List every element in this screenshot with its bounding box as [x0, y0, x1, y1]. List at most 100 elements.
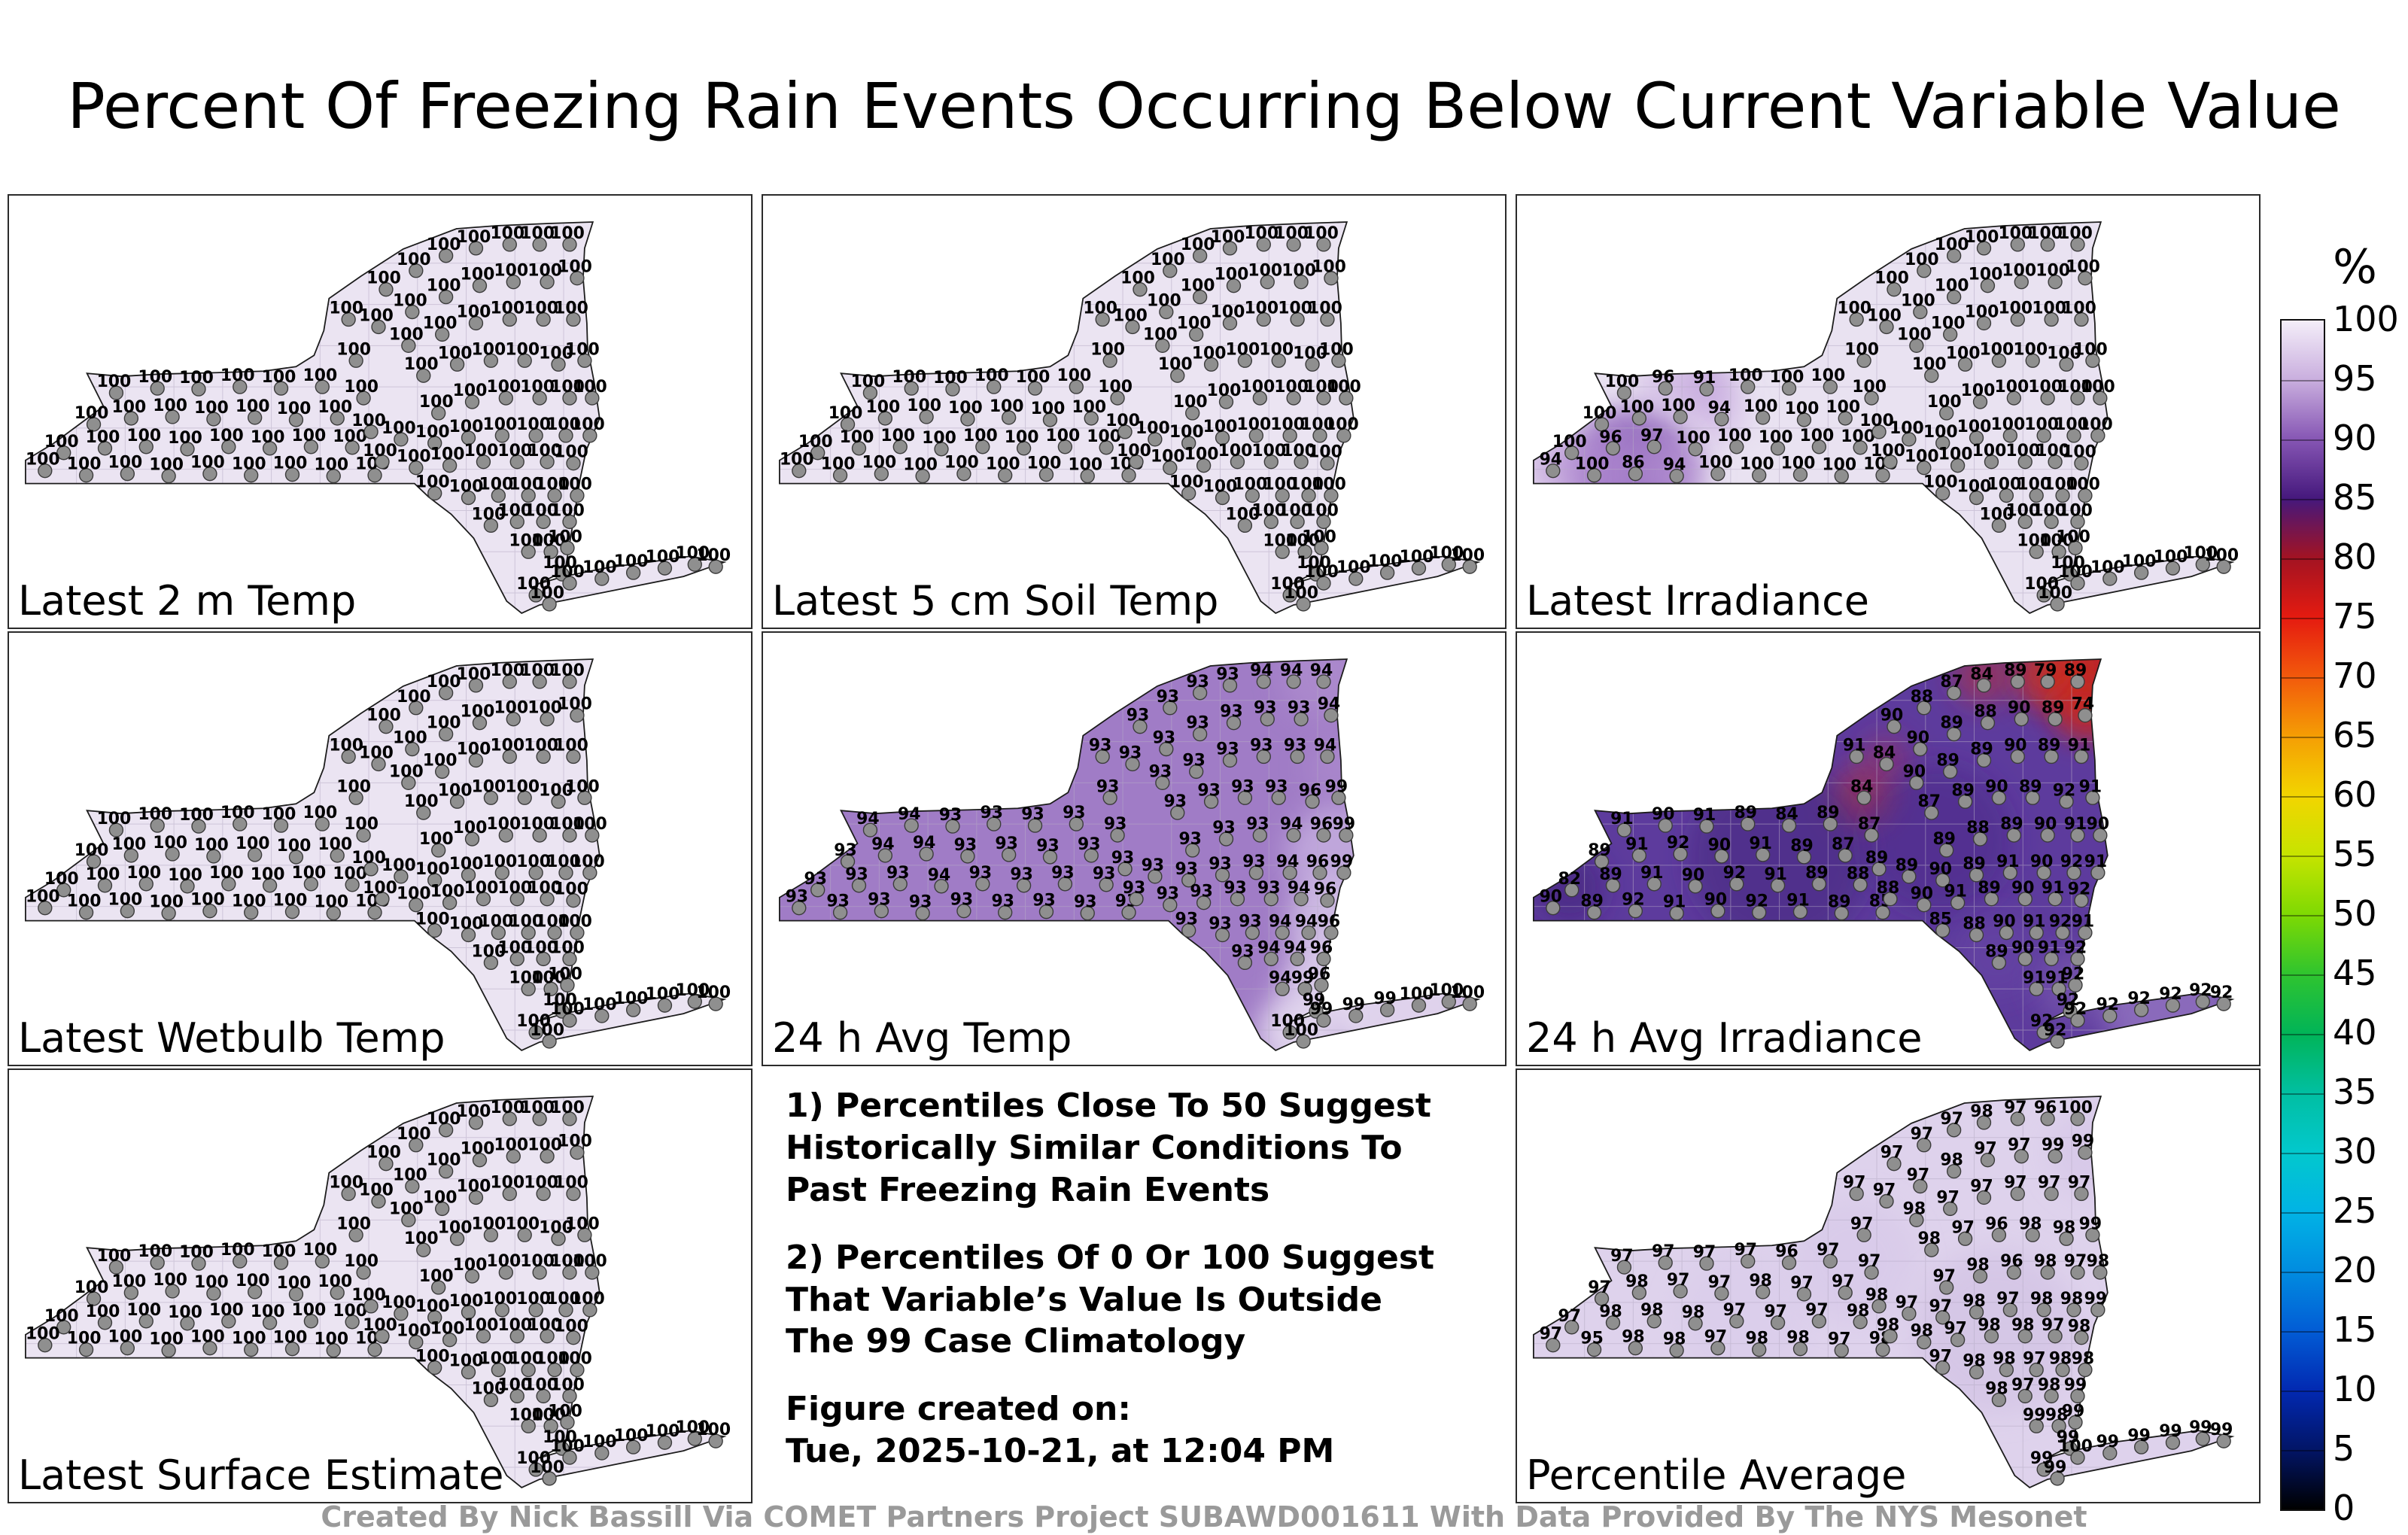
station-value: 100 [397, 688, 431, 707]
station-value: 100 [366, 707, 401, 725]
station-value: 100 [404, 792, 439, 811]
station-marker [956, 904, 971, 919]
station-value: 100 [67, 892, 102, 911]
station-marker [1605, 441, 1621, 456]
station-value: 100 [543, 554, 577, 573]
station-marker [1324, 708, 1339, 723]
colorbar-tick [2282, 1391, 2324, 1392]
station-value: 100 [548, 965, 582, 983]
station-marker [2070, 1265, 2085, 1280]
station-value: 94 [1257, 938, 1281, 957]
station-marker [348, 353, 363, 368]
station-value: 100 [1297, 554, 1331, 573]
station-marker [1348, 1008, 1364, 1023]
station-value: 94 [1280, 661, 1303, 680]
station-marker [657, 561, 673, 576]
station-value: 93 [1182, 751, 1206, 770]
station-value: 100 [570, 853, 605, 871]
station-value: 89 [2038, 737, 2061, 755]
station-marker [1796, 850, 1812, 865]
station-value: 100 [516, 1290, 551, 1309]
station-value: 96 [2000, 1252, 2023, 1271]
station-marker [1290, 951, 1305, 967]
station-marker [2070, 237, 2085, 252]
station-marker [2006, 828, 2021, 843]
station-value: 100 [535, 1350, 570, 1369]
station-value: 100 [333, 427, 367, 446]
station-marker [1902, 1306, 1917, 1321]
station-marker [1316, 514, 1331, 530]
station-value: 100 [1270, 415, 1305, 434]
station-marker [438, 685, 454, 701]
station-marker [1917, 460, 1932, 476]
station-value: 99 [2189, 1418, 2212, 1437]
station-marker [150, 381, 165, 396]
station-value: 100 [675, 981, 710, 1000]
station-value: 100 [382, 419, 416, 438]
station-marker [892, 877, 908, 892]
station-marker [1969, 490, 1984, 506]
station-value: 91 [2042, 879, 2065, 898]
station-marker [1297, 544, 1312, 559]
station-value: 93 [886, 864, 910, 883]
station-marker [244, 467, 259, 483]
station-marker [2165, 998, 2181, 1013]
station-value: 100 [1927, 393, 1962, 412]
station-value: 91 [1786, 892, 1810, 910]
station-value: 91 [1944, 883, 1967, 901]
station-value: 100 [1844, 340, 1879, 359]
station-value: 93 [1212, 819, 1236, 837]
station-value: 100 [366, 269, 401, 288]
station-value: 94 [1540, 451, 1562, 470]
station-value: 100 [840, 428, 874, 447]
station-value: 100 [1270, 575, 1305, 594]
station-marker [1631, 1285, 1647, 1300]
station-value: 100 [490, 299, 524, 318]
station-value: 100 [2183, 544, 2218, 563]
station-marker [2014, 712, 2029, 727]
station-value: 93 [1096, 777, 1120, 796]
station-value: 100 [1998, 224, 2033, 243]
station-marker [468, 241, 484, 256]
station-marker [38, 464, 53, 479]
station-marker [570, 708, 585, 723]
station-marker [551, 794, 566, 809]
station-value: 100 [1143, 325, 1178, 344]
station-marker [1252, 391, 1267, 406]
station-marker [1245, 488, 1260, 503]
station-marker [2029, 1362, 2044, 1378]
station-marker [1770, 441, 1786, 456]
station-marker [1095, 749, 1110, 764]
station-value: 98 [2072, 1350, 2095, 1369]
station-marker [394, 1306, 409, 1321]
station-marker [491, 488, 506, 503]
station-value: 100 [554, 1318, 588, 1336]
station-value: 100 [531, 1406, 566, 1424]
station-value: 100 [520, 1252, 555, 1271]
station-value: 100 [486, 1252, 521, 1271]
colorbar-unit-label: % [2333, 239, 2377, 294]
station-value: 91 [1625, 835, 1649, 854]
station-value: 93 [1288, 699, 1311, 718]
station-value: 100 [168, 866, 202, 885]
station-marker [1605, 1315, 1621, 1330]
station-marker [585, 1265, 600, 1280]
station-marker [1192, 289, 1208, 305]
station-value: 100 [1098, 378, 1133, 397]
station-value: 97 [2004, 1174, 2027, 1193]
station-marker [1913, 741, 1928, 757]
panel-label: 24 h Avg Temp [772, 1014, 1072, 1062]
station-marker [86, 1291, 102, 1306]
station-value: 100 [479, 476, 514, 494]
station-value: 100 [1083, 299, 1117, 318]
station-value: 100 [1068, 456, 1102, 475]
note-paragraph-2: 2) Percentiles Of 0 Or 100 Suggest That … [786, 1237, 1499, 1363]
station-marker [461, 868, 476, 883]
station-marker [1871, 862, 1887, 877]
station-marker [1856, 790, 1871, 805]
station-marker [345, 1315, 360, 1330]
station-value: 93 [1149, 762, 1172, 781]
station-marker [1294, 275, 1309, 290]
station-marker [502, 237, 517, 252]
